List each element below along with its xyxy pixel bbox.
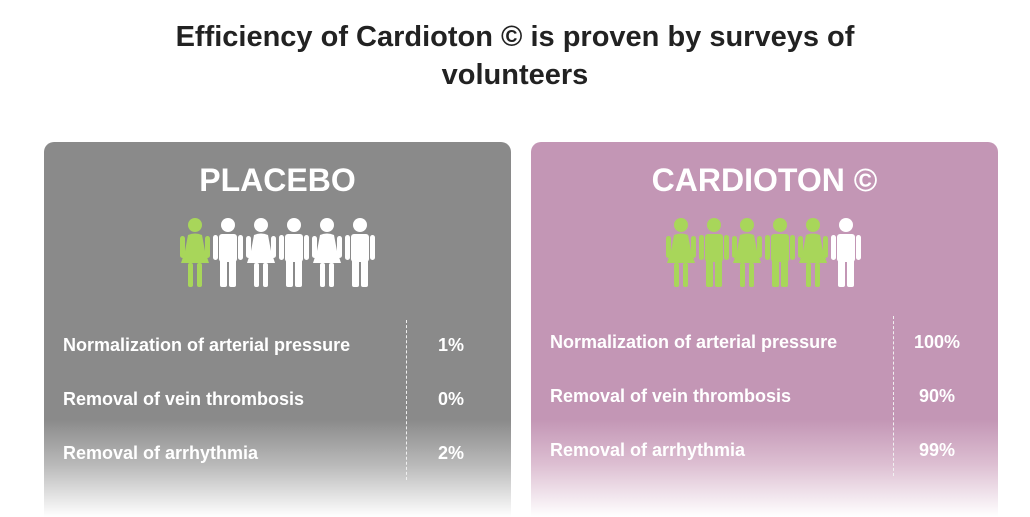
placebo-divider [406,320,407,480]
stat-label: Removal of arrhythmia [63,443,259,463]
female-person-icon [732,218,762,287]
placebo-figures [179,217,377,289]
stat-value: 99% [918,440,956,460]
figures-svg [180,218,375,287]
stat-value: 90% [918,386,956,406]
placebo-title: PLACEBO [199,162,356,198]
page-heading: Efficiency of Cardioton © is proven by s… [0,18,1030,94]
stat-row: Normalization of arterial pressure 100% [531,314,998,368]
male-person-icon [279,218,309,287]
male-person-icon [765,218,795,287]
male-person-icon [213,218,243,287]
female-person-icon [312,218,342,287]
stat-row: Removal of vein thrombosis 90% [531,368,998,422]
placebo-card: PLACEBO Normalization of arterial pressu… [44,142,511,517]
stat-row: Removal of arrhythmia 2% [44,425,511,479]
placebo-stats: Normalization of arterial pressure 1% Re… [44,317,511,479]
stat-label: Removal of arrhythmia [550,440,746,460]
stat-label: Removal of vein thrombosis [550,386,792,406]
stat-label: Normalization of arterial pressure [63,335,351,355]
stat-label: Normalization of arterial pressure [550,332,838,352]
female-person-icon [666,218,696,287]
female-person-icon [246,218,276,287]
cardioton-figures [665,217,863,289]
heading-line-2: volunteers [441,59,589,91]
cardioton-title: CARDIOTON © [651,162,878,198]
stat-row: Removal of vein thrombosis 0% [44,371,511,425]
stat-row: Removal of arrhythmia 99% [531,422,998,476]
stat-value: 0% [437,389,464,409]
male-person-icon [699,218,729,287]
cardioton-divider [893,316,894,476]
figures-svg [666,218,861,287]
stat-value: 2% [437,443,464,463]
stat-value: 100% [913,332,961,352]
heading-line-1: Efficiency of Cardioton © is proven by s… [175,21,855,53]
stat-label: Removal of vein thrombosis [63,389,305,409]
stat-value: 1% [437,335,464,355]
stat-row: Normalization of arterial pressure 1% [44,317,511,371]
female-person-icon [180,218,210,287]
male-person-icon [831,218,861,287]
cardioton-card: CARDIOTON © Normalization of arterial pr… [531,142,998,517]
cardioton-stats: Normalization of arterial pressure 100% … [531,314,998,476]
male-person-icon [345,218,375,287]
female-person-icon [798,218,828,287]
